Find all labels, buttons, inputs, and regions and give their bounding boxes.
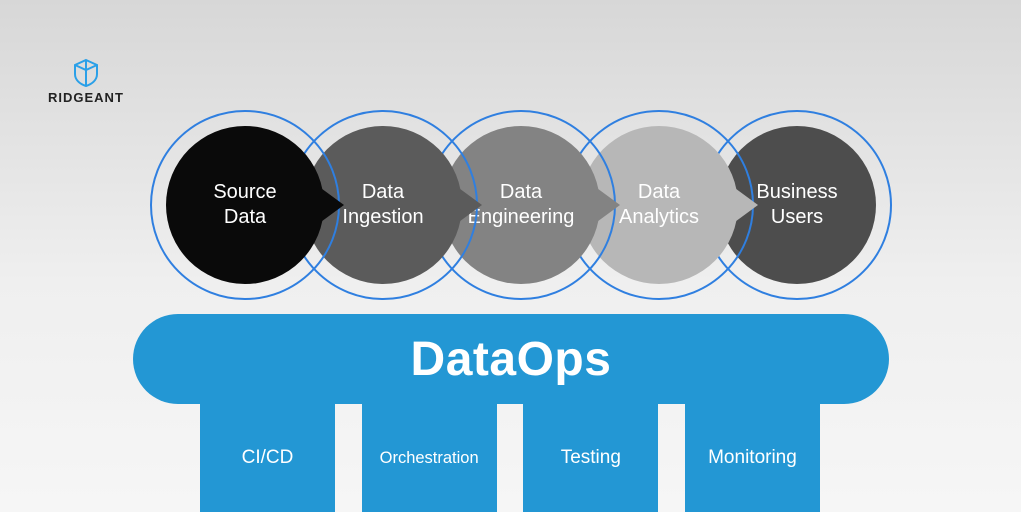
flow-disk [166, 126, 324, 284]
flow-pointer-icon [590, 183, 620, 227]
pillar: Orchestration [362, 404, 497, 512]
pillar-label: Orchestration [380, 449, 479, 468]
pillar: Testing [523, 404, 658, 512]
pillar-label: CI/CD [242, 447, 294, 469]
flow-pointer-icon [728, 183, 758, 227]
pillar-label: Testing [561, 447, 621, 469]
pillar: Monitoring [685, 404, 820, 512]
flow-pointer-icon [452, 183, 482, 227]
flow-row: SourceDataDataIngestionDataEngineeringDa… [150, 110, 890, 300]
dataops-bar: DataOps [133, 314, 889, 404]
pillar-label: Monitoring [708, 447, 797, 469]
flow-node: SourceData [150, 110, 340, 300]
dataops-title: DataOps [411, 332, 612, 387]
flow-pointer-icon [314, 183, 344, 227]
brand-logo: RIDGEANT [48, 58, 124, 105]
canvas: RIDGEANT SourceDataDataIngestionDataEngi… [0, 0, 1021, 512]
shield-icon [71, 58, 101, 88]
brand-name: RIDGEANT [48, 90, 124, 105]
pillar: CI/CD [200, 404, 335, 512]
pillars-row: CI/CD Orchestration Testing Monitoring [200, 404, 820, 512]
